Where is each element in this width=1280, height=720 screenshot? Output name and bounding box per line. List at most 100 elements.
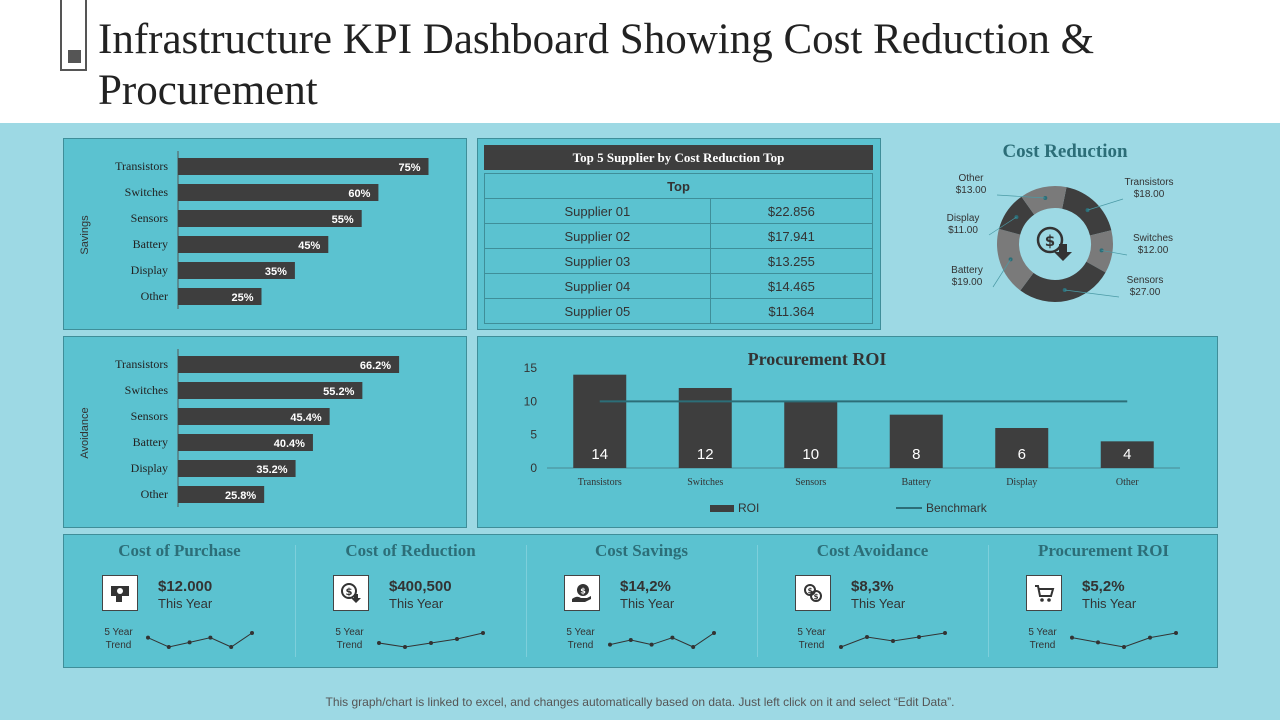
savings-category-label: Battery [133,237,168,251]
roi-value-label: 4 [1123,446,1131,463]
kpi-subtitle: This Year [389,596,444,611]
donut-leader-line [1087,198,1124,211]
avoidance-category-label: Switches [125,383,169,397]
svg-text:$: $ [814,593,819,601]
sparkline-point [670,635,675,640]
roi-category-label: Sensors [795,477,826,488]
roi-ytick: 10 [524,394,538,408]
donut-leader-line [988,216,1017,236]
supplier-table: Top Supplier 01 $22.856 Supplier 02 $17.94… [484,173,874,324]
donut-label-name: Battery [951,265,983,276]
supplier-table-header: Top [484,173,873,199]
sparkline-point [628,638,633,642]
page-title: Infrastructure KPI Dashboard Showing Cos… [98,16,1095,114]
sparkline-point [166,645,171,649]
avoidance-chart: Avoidance Transistors 66.2% Switches 55.2% Se… [79,349,400,507]
roi-bar [1100,441,1154,468]
supplier-value: $11.364 [709,298,874,324]
svg-text:$: $ [808,587,813,595]
sparkline-point [429,641,433,645]
savings-panel: Savings Transistors 75% Switches 60% Sensors 5… [63,138,467,330]
donut-slice-battery [997,228,1034,291]
sparkline-point [712,631,716,635]
kpi-title: Cost Savings [594,541,689,560]
kpi-subtitle: This Year [1082,596,1137,611]
kpi-sparkline [608,631,716,649]
donut-leader-line [1101,250,1128,256]
donut-marker [1014,215,1019,220]
table-row: Supplier 02 $17.941 [484,223,874,249]
avoidance-value-label: 55.2% [323,386,354,398]
sparkline-point [691,645,696,649]
donut-leader-line [992,259,1011,288]
donut-label-name: Switches [1133,233,1173,244]
sparkline-point [649,642,654,647]
roi-value-label: 12 [697,446,714,463]
sparkline-point [403,645,407,649]
sparkline-point [943,631,947,635]
roi-bar [889,414,943,468]
donut-label-name: Sensors [1127,275,1164,286]
donut-leader-line [1064,289,1120,298]
table-row: Supplier 04 $14.465 [484,273,874,299]
avoidance-panel: Avoidance Transistors 66.2% Switches 55.2% Se… [63,336,467,528]
accent-square [68,50,81,63]
kpi-divider [526,545,527,657]
donut-label-value: $27.00 [1130,287,1161,298]
roi-category-label: Display [1006,477,1037,488]
svg-text:$: $ [1045,232,1055,250]
kpi-title: Cost Avoidance [816,541,929,560]
dollar-down-icon: $ [333,575,369,611]
donut-label-value: $11.00 [948,225,978,236]
sparkline-point [608,642,612,647]
dollar-down-icon: $ [1036,226,1072,261]
donut-leader-line [996,194,1046,199]
supplier-panel: Top 5 Supplier by Cost Reduction Top Top… [477,138,881,330]
legend-roi-swatch [710,505,734,512]
legend-benchmark-label: Benchmark [926,501,988,515]
kpi-subtitle: This Year [158,596,213,611]
supplier-value: $13.255 [709,248,874,274]
roi-value-label: 6 [1018,446,1026,463]
kpi-sparkline [146,631,254,649]
sparkline-point [208,635,213,640]
roi-title: Procurement ROI [748,349,887,369]
savings-category-label: Transistors [115,159,168,173]
sparkline-point [1174,631,1178,635]
avoidance-value-label: 35.2% [256,464,287,476]
savings-chart: Savings Transistors 75% Switches 60% Sensors 5… [79,151,429,309]
kpi-trend-label: 5 Year Trend [104,627,133,651]
svg-text:$: $ [580,587,586,596]
cart-icon [1026,575,1062,611]
kpi-trend-label: 5 Year Trend [335,627,364,651]
table-row: Supplier 01 $22.856 [484,198,874,224]
avoidance-bar [178,434,313,451]
money-icon [102,575,138,611]
avoidance-bar [178,486,265,503]
kpi-title: Cost of Purchase [118,541,241,560]
savings-category-label: Sensors [131,211,169,225]
savings-bar [178,262,295,279]
sparkline-point [377,641,381,645]
cost-reduction-title: Cost Reduction [1002,141,1128,162]
accent-box [60,0,87,71]
supplier-name: Supplier 05 [484,298,711,324]
savings-category-label: Switches [125,185,169,199]
sparkline-point [1096,640,1100,645]
avoidance-value-label: 45.4% [290,412,321,424]
legend-roi-label: ROI [738,501,759,515]
avoidance-value-label: 66.2% [360,360,391,372]
savings-value-label: 75% [398,162,420,174]
hand-coin-icon: $ [564,575,600,611]
donut-slice-other [1021,186,1067,215]
roi-category-label: Switches [687,477,723,488]
savings-value-label: 45% [298,240,320,252]
kpi-value: $400,500 [389,578,452,595]
roi-bar [573,374,627,468]
avoidance-value-label: 40.4% [274,438,305,450]
donut-label-value: $13.00 [956,185,987,196]
donut-marker [1008,257,1013,262]
donut-label-value: $19.00 [952,277,983,288]
sparkline-point [187,640,192,645]
supplier-value: $14.465 [709,273,874,299]
